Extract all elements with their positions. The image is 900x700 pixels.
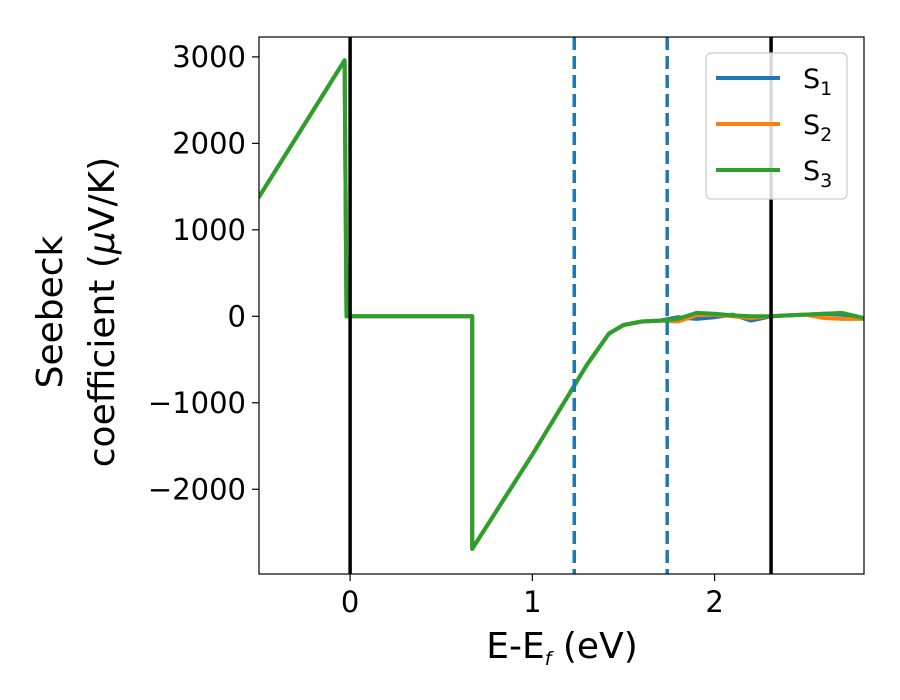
y-axis-label: Seebeck coefficient (μV/K) bbox=[30, 157, 123, 467]
y-tick-label: 1000 bbox=[172, 213, 246, 247]
x-axis-label: E-Ef (eV) bbox=[486, 626, 638, 670]
x-tick-label: 1 bbox=[523, 585, 541, 619]
plot-content bbox=[259, 37, 864, 574]
y-tick-label: 3000 bbox=[172, 40, 246, 74]
legend-label-s3: S3 bbox=[803, 156, 832, 192]
axes: 0 1 2 −2000 −1000 0 1000 2000 3000 bbox=[148, 36, 865, 619]
y-axis-label-line2: coefficient (μV/K) bbox=[82, 157, 123, 467]
series-line-s3 bbox=[259, 58, 864, 551]
y-tick-label: 2000 bbox=[172, 126, 246, 160]
y-tick-label: 0 bbox=[228, 299, 246, 333]
y-axis-label-line1: Seebeck bbox=[30, 235, 71, 388]
y-tick-label: −1000 bbox=[148, 386, 246, 420]
y-tick-label: −2000 bbox=[148, 472, 246, 506]
legend-label-s1: S1 bbox=[803, 64, 832, 100]
x-tick-label: 2 bbox=[705, 585, 723, 619]
legend: S1 S2 S3 bbox=[705, 52, 848, 200]
plot-frame bbox=[258, 36, 865, 575]
x-tick-label: 0 bbox=[341, 585, 359, 619]
legend-label-s2: S2 bbox=[803, 110, 832, 146]
plot-area bbox=[259, 37, 864, 574]
